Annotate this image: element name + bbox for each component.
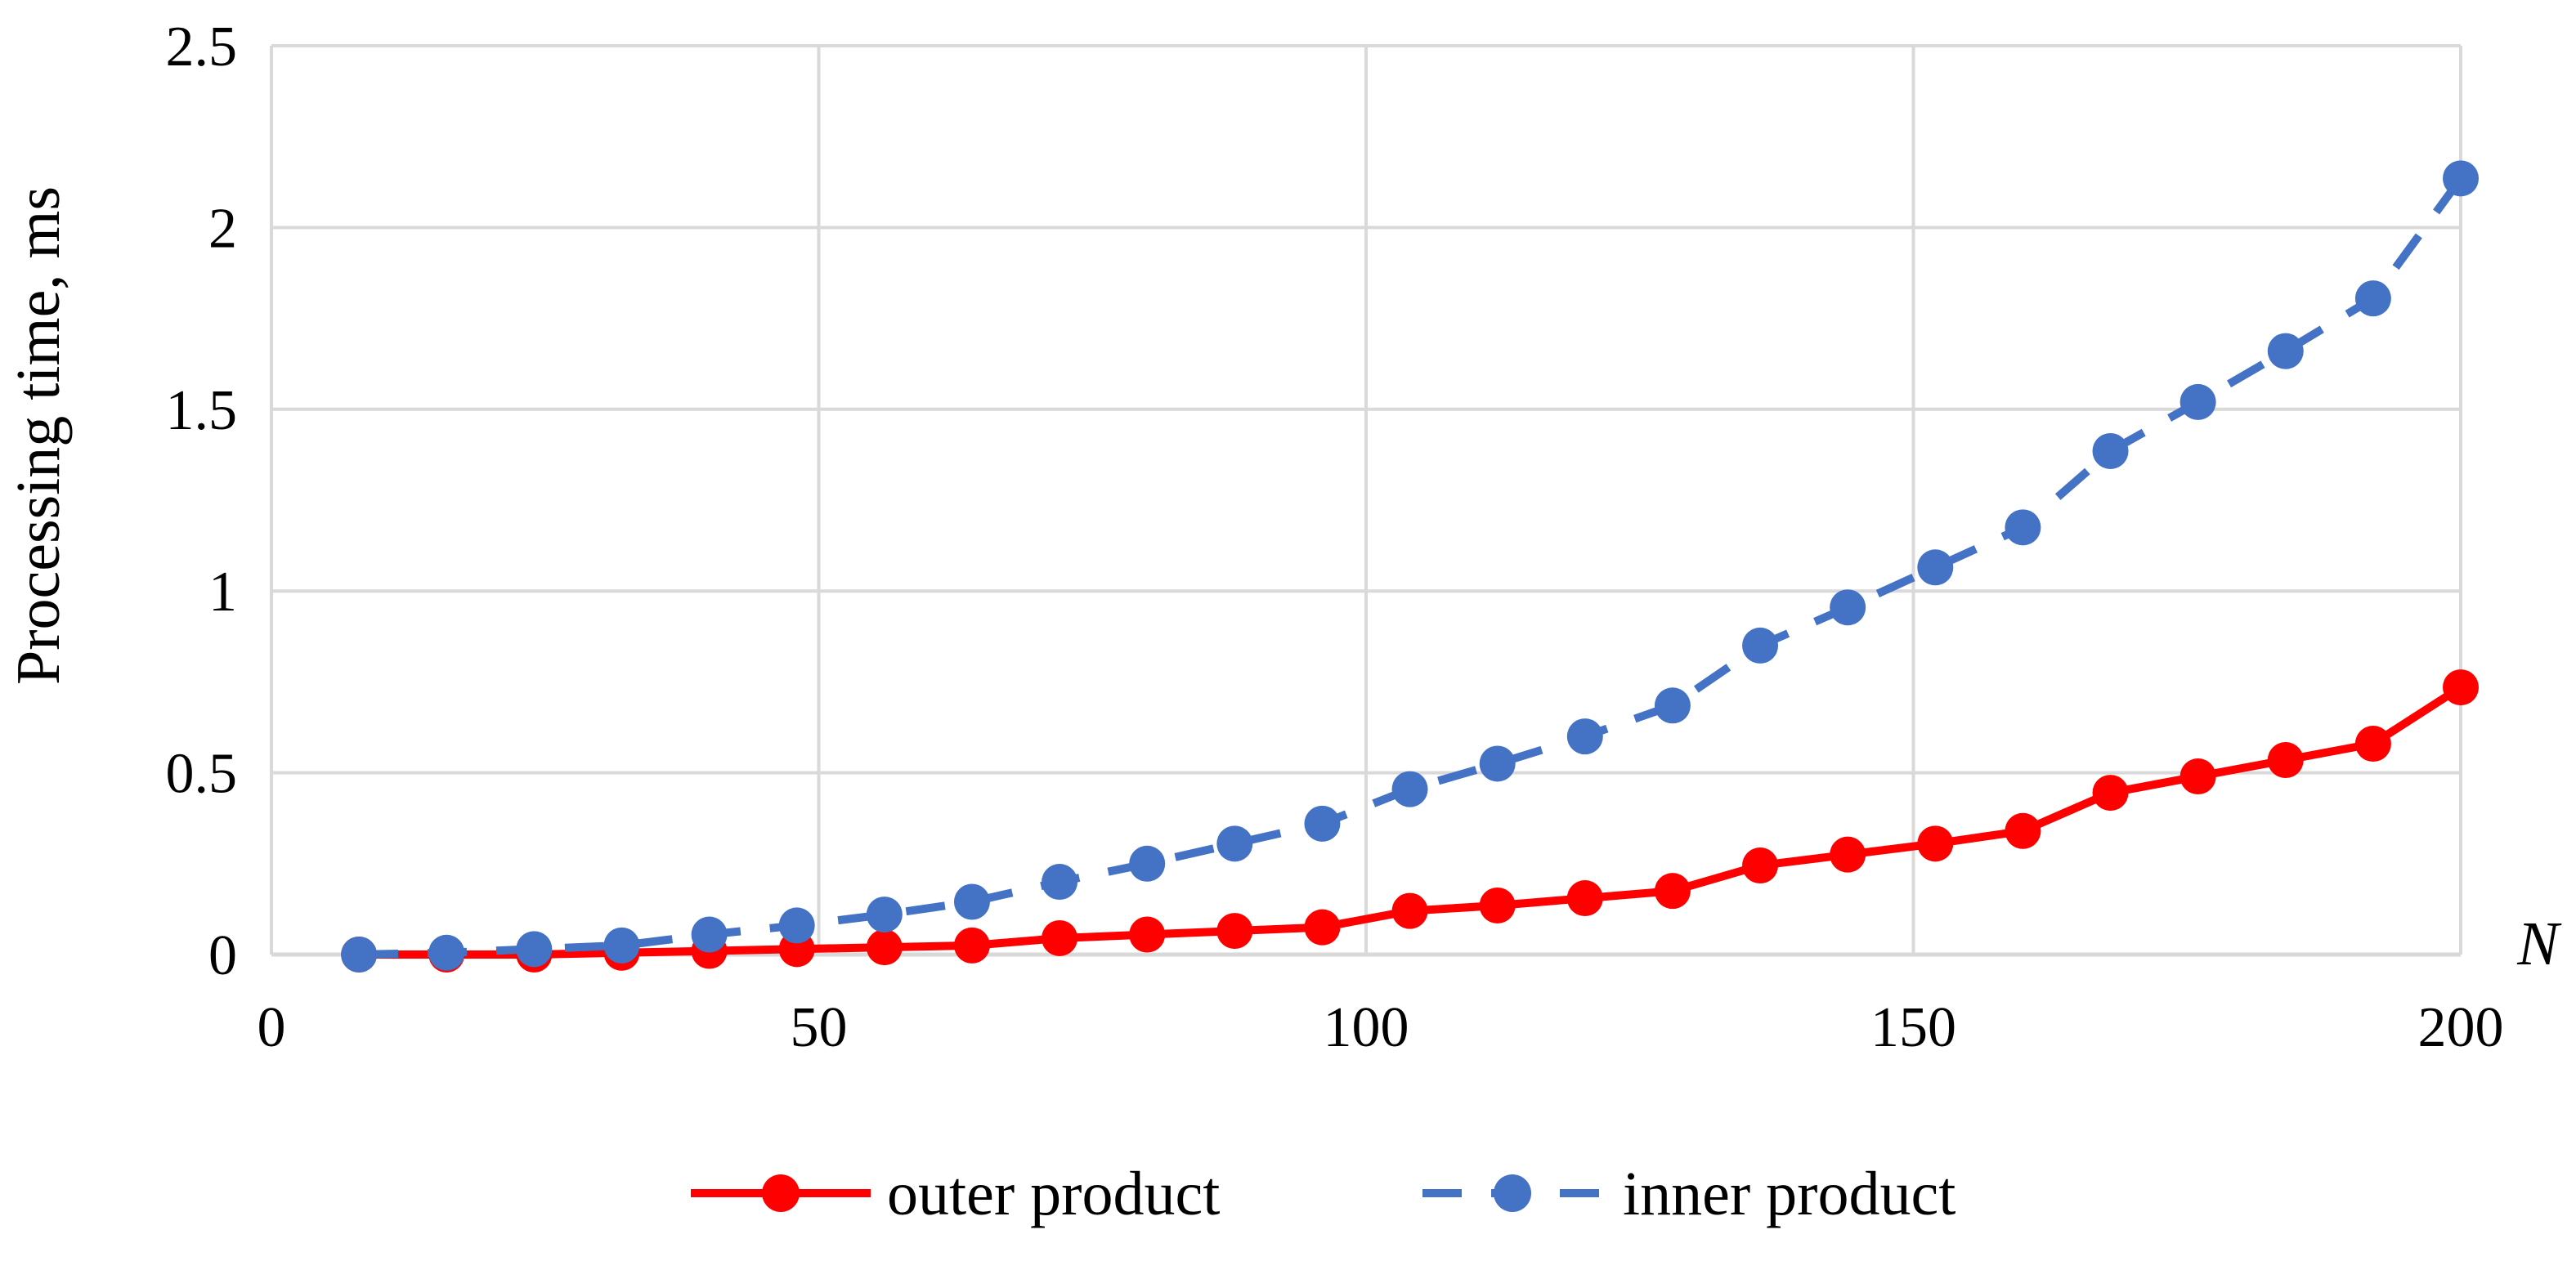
point-outer-product-20 (2092, 775, 2129, 812)
point-outer-product-21 (2180, 758, 2216, 795)
y-axis-title: Processing time, ms (4, 186, 73, 685)
point-inner-product-11 (1304, 805, 1341, 842)
point-inner-product-21 (2180, 383, 2216, 420)
legend-label-inner-product: inner product (1623, 1160, 1956, 1228)
y-tick-label-2: 1 (208, 561, 237, 624)
point-inner-product-12 (1391, 771, 1428, 807)
point-outer-product-16 (1742, 847, 1779, 884)
point-inner-product-16 (1742, 627, 1779, 664)
legend-marker-inner-product (1494, 1174, 1531, 1212)
tick-label-layer: 0 0.5 1 1.5 2 2.5 0 50 100 150 200 (166, 16, 2504, 1059)
y-tick-label-1: 0.5 (166, 743, 238, 806)
legend-marker-outer-product (762, 1174, 800, 1212)
x-axis-title: N (2516, 910, 2562, 978)
point-outer-product-17 (1830, 836, 1866, 873)
legend-item-outer-product: outer product (691, 1160, 1220, 1228)
point-outer-product-7 (953, 927, 990, 964)
point-inner-product-24 (2443, 160, 2479, 197)
y-tick-label-4: 2 (208, 197, 237, 260)
point-inner-product-22 (2267, 333, 2304, 369)
point-outer-product-14 (1566, 880, 1603, 917)
x-tick-label-4: 200 (2418, 996, 2504, 1059)
point-inner-product-15 (1654, 687, 1691, 724)
point-inner-product-19 (2005, 509, 2041, 546)
point-inner-product-23 (2354, 280, 2391, 317)
point-outer-product-13 (1479, 887, 1516, 923)
point-inner-product-1 (428, 934, 465, 971)
series-line-inner-product (358, 176, 2465, 959)
grid-layer (270, 44, 2462, 955)
point-outer-product-8 (1042, 919, 1078, 956)
point-inner-product-10 (1216, 825, 1253, 862)
legend: outer product inner product (691, 1160, 1956, 1228)
point-inner-product-14 (1566, 718, 1603, 755)
point-outer-product-24 (2443, 669, 2479, 706)
x-tick-label-2: 100 (1324, 996, 1409, 1059)
x-tick-label-3: 150 (1870, 996, 1956, 1059)
x-tick-label-0: 0 (258, 996, 286, 1059)
point-inner-product-6 (866, 897, 903, 933)
point-inner-product-4 (691, 916, 728, 953)
legend-label-outer-product: outer product (887, 1160, 1220, 1228)
point-outer-product-6 (866, 929, 903, 966)
legend-item-inner-product: inner product (1422, 1160, 1956, 1228)
point-inner-product-13 (1479, 745, 1516, 782)
point-outer-product-18 (1917, 825, 1954, 862)
y-tick-label-0: 0 (208, 924, 237, 987)
point-outer-product-19 (2005, 812, 2041, 849)
point-inner-product-2 (516, 931, 553, 968)
point-inner-product-17 (1830, 589, 1866, 626)
point-outer-product-15 (1654, 873, 1691, 910)
point-inner-product-20 (2092, 432, 2129, 469)
point-outer-product-23 (2354, 726, 2391, 762)
point-outer-product-12 (1391, 892, 1428, 929)
point-inner-product-3 (603, 927, 640, 964)
x-tick-label-1: 50 (791, 996, 848, 1059)
point-outer-product-9 (1129, 916, 1166, 953)
point-inner-product-7 (953, 883, 990, 920)
point-inner-product-8 (1042, 864, 1078, 901)
point-inner-product-18 (1917, 549, 1954, 586)
point-inner-product-5 (778, 907, 815, 944)
point-inner-product-0 (341, 937, 378, 973)
point-outer-product-10 (1216, 913, 1253, 950)
point-outer-product-11 (1304, 909, 1341, 946)
series-layer (341, 160, 2479, 973)
point-outer-product-22 (2267, 742, 2304, 779)
point-inner-product-9 (1129, 845, 1166, 882)
y-tick-label-3: 1.5 (166, 379, 238, 442)
y-tick-label-5: 2.5 (166, 16, 238, 78)
